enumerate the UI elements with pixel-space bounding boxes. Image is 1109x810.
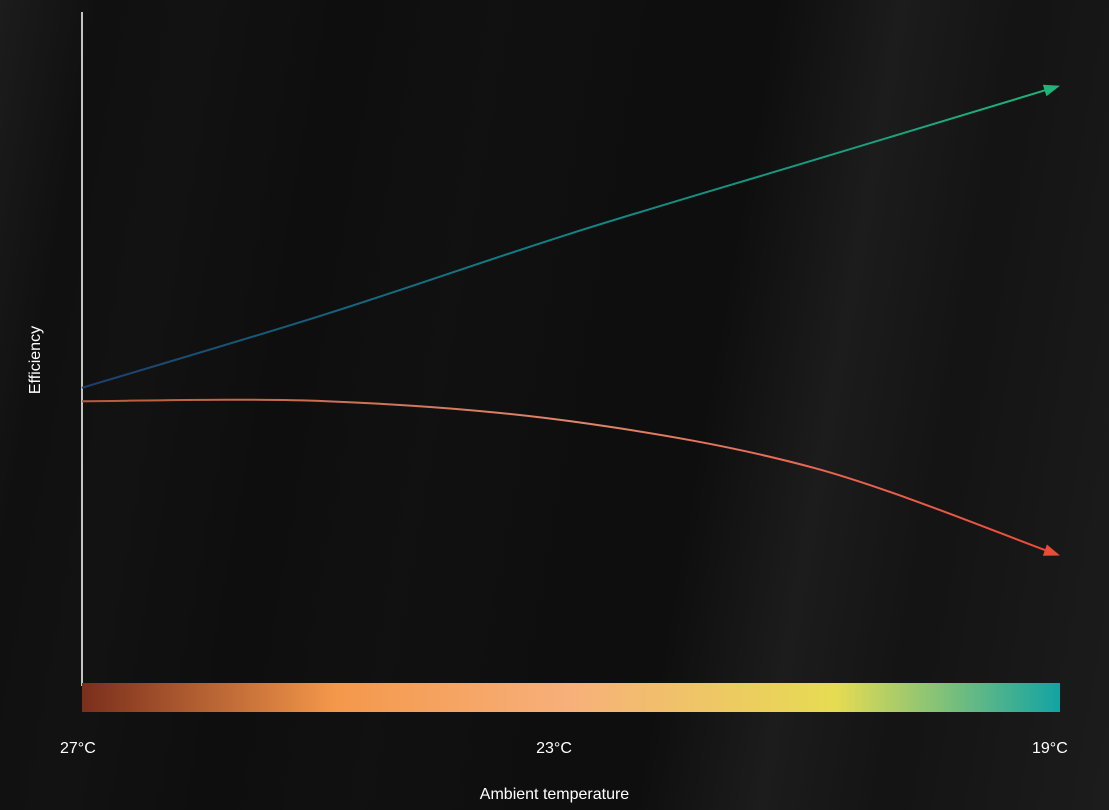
x-tick-label: 27°C: [60, 740, 96, 757]
series-1-arrowhead: [1042, 544, 1060, 556]
series-0-arrowhead: [1042, 84, 1060, 97]
x-axis-label: Ambient temperature: [479, 786, 630, 803]
x-tick-label: 19°C: [1032, 740, 1068, 757]
y-axis-label: Efficiency: [27, 325, 44, 395]
series-1-line: [81, 398, 1051, 554]
x-tick-label: 23°C: [536, 740, 572, 757]
temperature-colorbar: [82, 683, 1060, 712]
series-0-line: [81, 87, 1051, 389]
